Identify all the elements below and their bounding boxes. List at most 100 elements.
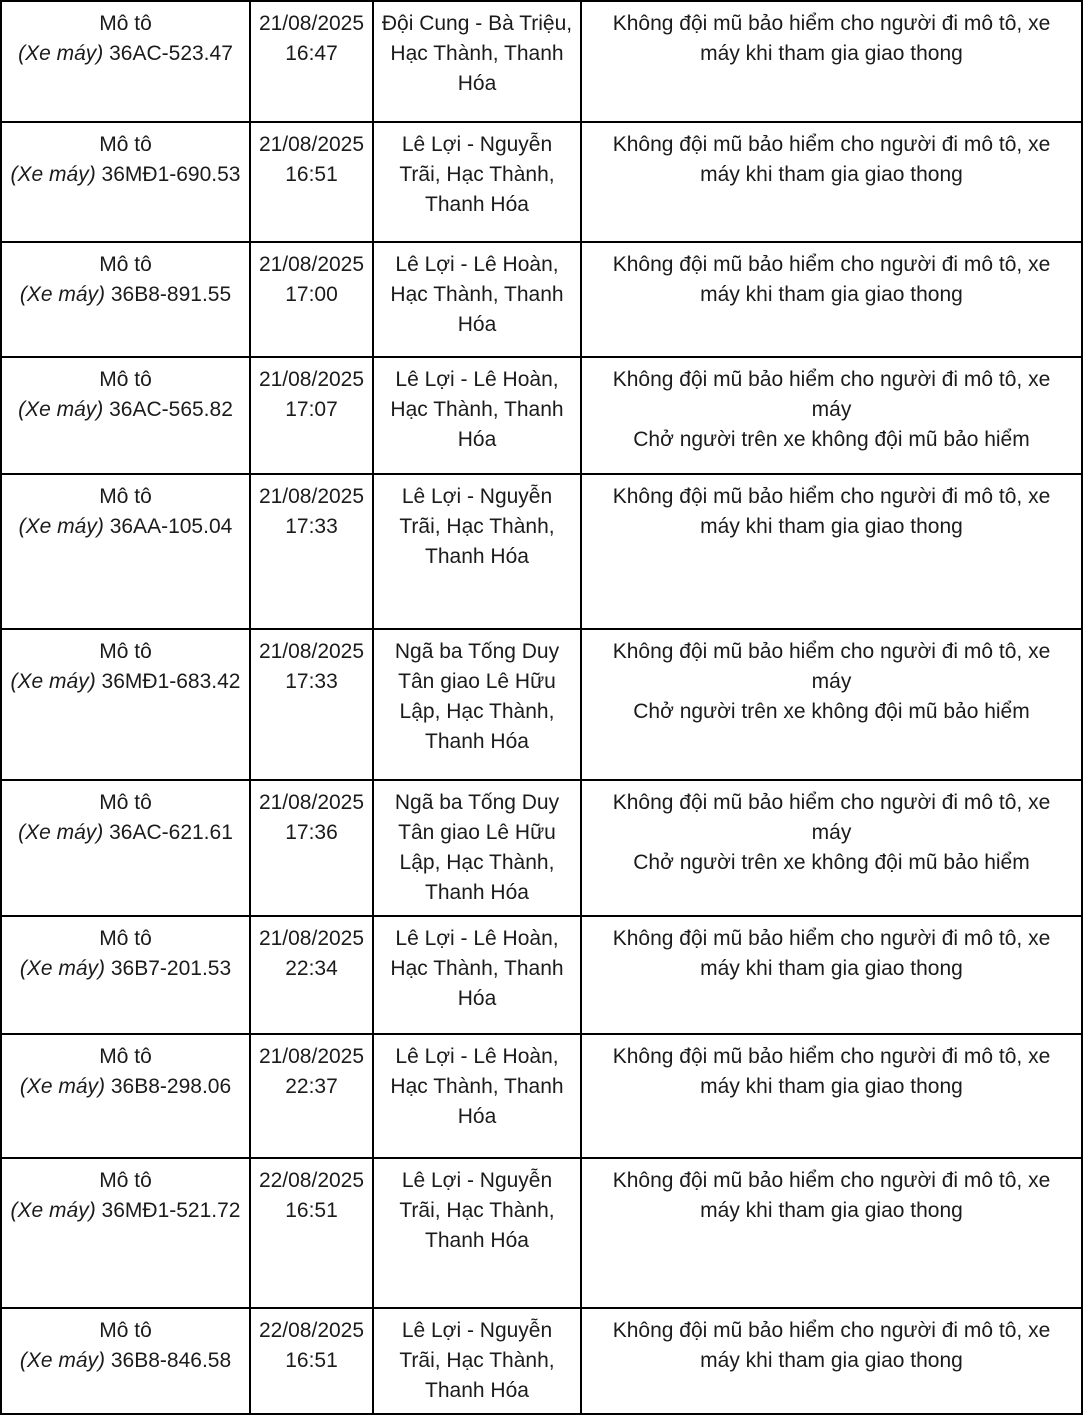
plate-number: 36B8-846.58 [110,1349,232,1372]
vehicle-subtype: (Xe máy) [18,398,104,421]
location-cell: Lê Lợi - Nguyễn Trãi, Hạc Thành, Thanh H… [372,121,582,243]
violation-time: 16:47 [285,42,338,65]
violation-time: 22:37 [285,1075,338,1098]
violation-date: 22/08/2025 [258,1319,365,1342]
vehicle-type: Mô tô [99,485,152,508]
vehicle-cell: Mô tô (Xe máy) 36AC-523.47 [0,0,251,123]
violation-date: 21/08/2025 [258,253,365,276]
datetime-cell: 21/08/2025 17:33 [249,473,374,630]
table-row: Mô tô (Xe máy) 36B7-201.53 21/08/2025 22… [0,915,1083,1035]
vehicle-cell: Mô tô (Xe máy) 36MĐ1-683.42 [0,628,251,781]
violation-date: 21/08/2025 [258,640,365,663]
vehicle-subtype: (Xe máy) [19,283,106,306]
table-row: Mô tô (Xe máy) 36MĐ1-521.72 22/08/2025 1… [0,1157,1083,1309]
vehicle-id-line: (Xe máy) 36MĐ1-521.72 [6,1196,245,1226]
violation-cell: Không đội mũ bảo hiểm cho người đi mô tô… [580,915,1083,1035]
vehicle-id-line: (Xe máy) 36B8-846.58 [6,1346,245,1376]
violation-cell: Không đội mũ bảo hiểm cho người đi mô tô… [580,779,1083,917]
vehicle-subtype: (Xe máy) [10,1199,96,1222]
datetime-cell: 21/08/2025 22:34 [249,915,374,1035]
vehicle-type: Mô tô [99,253,152,276]
violation-cell: Không đội mũ bảo hiểm cho người đi mô tô… [580,121,1083,243]
violation-date: 21/08/2025 [258,12,365,35]
table-row: Mô tô (Xe máy) 36AC-565.82 21/08/2025 17… [0,356,1083,475]
datetime-cell: 21/08/2025 17:00 [249,241,374,358]
violation-time: 17:33 [285,515,338,538]
vehicle-cell: Mô tô (Xe máy) 36MĐ1-521.72 [0,1157,251,1309]
plate-number: 36MĐ1-521.72 [101,1199,241,1222]
vehicle-id-line: (Xe máy) 36AC-565.82 [6,395,245,425]
datetime-cell: 21/08/2025 22:37 [249,1033,374,1159]
violation-time: 22:34 [285,957,338,980]
location-cell: Lê Lợi - Nguyễn Trãi, Hạc Thành, Thanh H… [372,1157,582,1309]
vehicle-type: Mô tô [99,927,152,950]
plate-number: 36AC-565.82 [109,398,233,421]
violation-cell: Không đội mũ bảo hiểm cho người đi mô tô… [580,1307,1083,1415]
location-cell: Lê Lợi - Lê Hoàn, Hạc Thành, Thanh Hóa [372,1033,582,1159]
datetime-cell: 22/08/2025 16:51 [249,1307,374,1415]
vehicle-type: Mô tô [99,1045,152,1068]
vehicle-subtype: (Xe máy) [19,1349,106,1372]
vehicle-type: Mô tô [99,1319,152,1342]
table-row: Mô tô (Xe máy) 36B8-891.55 21/08/2025 17… [0,241,1083,358]
vehicle-subtype: (Xe máy) [18,515,104,538]
plate-number: 36MĐ1-683.42 [101,670,241,693]
datetime-cell: 21/08/2025 17:33 [249,628,374,781]
violation-date: 21/08/2025 [258,1045,365,1068]
vehicle-type: Mô tô [99,1169,152,1192]
violation-date: 21/08/2025 [258,368,365,391]
vehicle-id-line: (Xe máy) 36B8-298.06 [6,1072,245,1102]
table-row: Mô tô (Xe máy) 36MĐ1-683.42 21/08/2025 1… [0,628,1083,781]
plate-number: 36AC-523.47 [109,42,233,65]
location-cell: Đội Cung - Bà Triệu, Hạc Thành, Thanh Hó… [372,0,582,123]
violation-cell: Không đội mũ bảo hiểm cho người đi mô tô… [580,356,1083,475]
vehicle-id-line: (Xe máy) 36AC-523.47 [6,39,245,69]
datetime-cell: 22/08/2025 16:51 [249,1157,374,1309]
location-cell: Ngã ba Tống Duy Tân giao Lê Hữu Lập, Hạc… [372,779,582,917]
vehicle-id-line: (Xe máy) 36B7-201.53 [6,954,245,984]
table-row: Mô tô (Xe máy) 36MĐ1-690.53 21/08/2025 1… [0,121,1083,243]
table-row: Mô tô (Xe máy) 36AA-105.04 21/08/2025 17… [0,473,1083,630]
table-row: Mô tô (Xe máy) 36AC-523.47 21/08/2025 16… [0,0,1083,123]
location-cell: Lê Lợi - Lê Hoàn, Hạc Thành, Thanh Hóa [372,915,582,1035]
violation-date: 21/08/2025 [258,791,365,814]
vehicle-id-line: (Xe máy) 36AA-105.04 [6,512,245,542]
vehicle-id-line: (Xe máy) 36MĐ1-683.42 [6,667,245,697]
vehicle-cell: Mô tô (Xe máy) 36B7-201.53 [0,915,251,1035]
violation-time: 16:51 [285,163,338,186]
violation-cell: Không đội mũ bảo hiểm cho người đi mô tô… [580,628,1083,781]
vehicle-cell: Mô tô (Xe máy) 36B8-298.06 [0,1033,251,1159]
plate-number: 36B8-891.55 [110,283,232,306]
plate-number: 36AC-621.61 [109,821,233,844]
vehicle-subtype: (Xe máy) [18,821,104,844]
location-cell: Lê Lợi - Lê Hoàn, Hạc Thành, Thanh Hóa [372,356,582,475]
vehicle-cell: Mô tô (Xe máy) 36MĐ1-690.53 [0,121,251,243]
vehicle-id-line: (Xe máy) 36AC-621.61 [6,818,245,848]
datetime-cell: 21/08/2025 17:07 [249,356,374,475]
violation-date: 22/08/2025 [258,1169,365,1192]
datetime-cell: 21/08/2025 16:47 [249,0,374,123]
vehicle-subtype: (Xe máy) [19,1075,106,1098]
table-row: Mô tô (Xe máy) 36B8-846.58 22/08/2025 16… [0,1307,1083,1415]
violation-cell: Không đội mũ bảo hiểm cho người đi mô tô… [580,0,1083,123]
vehicle-cell: Mô tô (Xe máy) 36AC-621.61 [0,779,251,917]
datetime-cell: 21/08/2025 16:51 [249,121,374,243]
plate-number: 36MĐ1-690.53 [101,163,241,186]
violation-date: 21/08/2025 [258,485,365,508]
table-row: Mô tô (Xe máy) 36AC-621.61 21/08/2025 17… [0,779,1083,917]
vehicle-id-line: (Xe máy) 36MĐ1-690.53 [6,160,245,190]
vehicle-cell: Mô tô (Xe máy) 36AC-565.82 [0,356,251,475]
vehicle-type: Mô tô [99,791,152,814]
violation-time: 16:51 [285,1349,338,1372]
violation-cell: Không đội mũ bảo hiểm cho người đi mô tô… [580,1157,1083,1309]
location-cell: Lê Lợi - Nguyễn Trãi, Hạc Thành, Thanh H… [372,473,582,630]
vehicle-id-line: (Xe máy) 36B8-891.55 [6,280,245,310]
vehicle-type: Mô tô [99,133,152,156]
violation-cell: Không đội mũ bảo hiểm cho người đi mô tô… [580,473,1083,630]
plate-number: 36B8-298.06 [110,1075,232,1098]
violation-time: 17:33 [285,670,338,693]
datetime-cell: 21/08/2025 17:36 [249,779,374,917]
vehicle-cell: Mô tô (Xe máy) 36AA-105.04 [0,473,251,630]
